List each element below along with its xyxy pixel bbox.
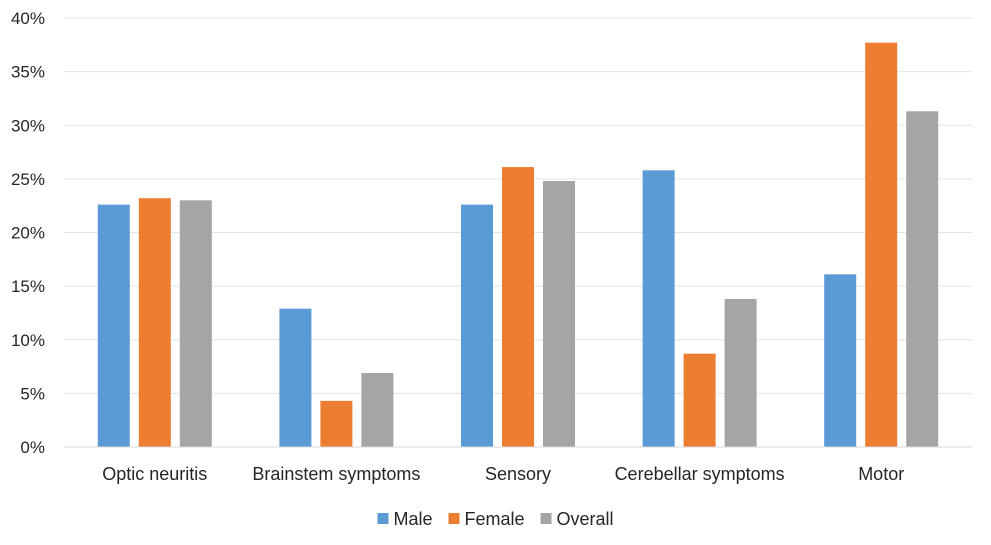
legend-label: Overall	[557, 509, 614, 529]
legend-item-male: Male	[377, 509, 432, 529]
y-axis: 0% 5% 10% 15% 20% 25% 30% 35% 40%	[11, 9, 45, 457]
x-category-label: Optic neuritis	[102, 464, 207, 484]
y-tick-label: 15%	[11, 277, 45, 296]
bar-female-2	[320, 400, 353, 447]
bar-overall-2	[361, 372, 394, 447]
bar-male-5	[824, 274, 857, 447]
bar-male-3	[461, 204, 493, 447]
bar-male-4	[642, 170, 675, 448]
x-axis: Optic neuritis Brainstem symptoms Sensory C…	[102, 464, 904, 484]
legend-item-female: Female	[448, 509, 525, 529]
bar-overall-3	[543, 181, 575, 447]
bar-female-5	[865, 42, 898, 447]
legend-swatch	[448, 513, 460, 524]
x-category-label: Sensory	[485, 464, 551, 484]
y-tick-label: 30%	[11, 116, 45, 135]
x-category-label: Cerebellar symptoms	[615, 464, 785, 484]
y-tick-label: 0%	[20, 438, 45, 457]
legend-item-overall: Overall	[540, 509, 614, 529]
bar-male-1	[97, 204, 130, 447]
bar-female-1	[138, 198, 171, 447]
y-tick-label: 10%	[11, 331, 45, 350]
legend: Male Female Overall	[377, 509, 614, 529]
bar-overall-1	[179, 200, 212, 447]
x-category-label: Brainstem symptoms	[252, 464, 420, 484]
x-category-label: Motor	[858, 464, 904, 484]
bar-overall-5	[906, 111, 939, 448]
legend-label: Female	[464, 509, 524, 529]
bars	[97, 42, 939, 448]
y-tick-label: 20%	[11, 224, 45, 243]
bar-female-4	[683, 353, 716, 447]
legend-swatch	[377, 513, 389, 524]
y-tick-label: 40%	[11, 9, 45, 28]
y-tick-label: 5%	[20, 384, 45, 403]
y-tick-label: 25%	[11, 170, 45, 189]
legend-swatch	[540, 513, 552, 524]
legend-label: Male	[393, 509, 432, 529]
bar-female-3	[502, 167, 534, 447]
bar-overall-4	[724, 298, 757, 447]
y-tick-label: 35%	[11, 63, 45, 82]
bar-male-2	[279, 308, 312, 447]
